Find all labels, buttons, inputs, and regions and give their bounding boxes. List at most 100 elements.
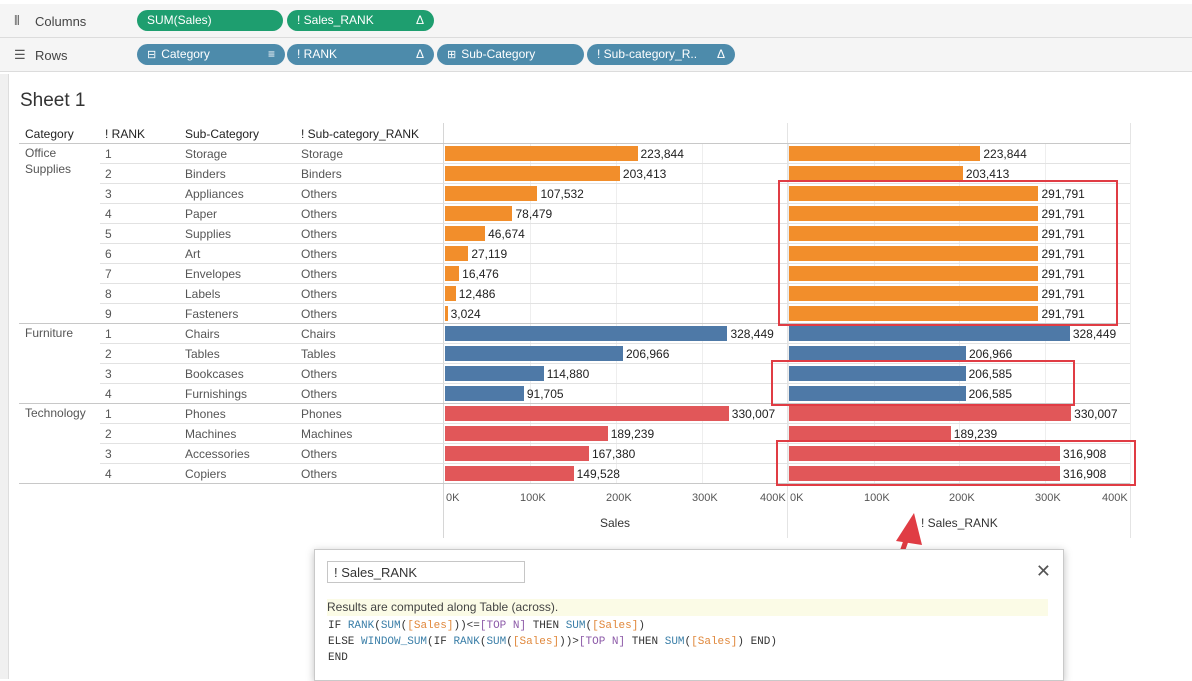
rank-cell[interactable]: 2 bbox=[105, 347, 112, 361]
subcategory-rank-cell[interactable]: Tables bbox=[301, 347, 336, 361]
sales-rank-bar[interactable] bbox=[789, 326, 1070, 341]
subcategory-rank-cell[interactable]: Others bbox=[301, 387, 338, 401]
subcategory-cell[interactable]: Envelopes bbox=[185, 267, 242, 281]
subcategory-cell[interactable]: Machines bbox=[185, 427, 237, 441]
subcategory-rank-cell[interactable]: Others bbox=[301, 447, 338, 461]
category-label[interactable]: Technology bbox=[25, 406, 86, 420]
sales-rank-bar[interactable] bbox=[789, 206, 1039, 221]
sales-bar[interactable] bbox=[445, 186, 538, 201]
sales-rank-bar[interactable] bbox=[789, 466, 1060, 481]
subcategory-cell[interactable]: Chairs bbox=[185, 327, 220, 341]
rank-cell[interactable]: 4 bbox=[105, 467, 112, 481]
close-icon[interactable]: ✕ bbox=[1035, 561, 1051, 581]
subcategory-rank-cell[interactable]: Binders bbox=[301, 167, 342, 181]
calculation-name-input[interactable]: ! Sales_RANK bbox=[327, 561, 525, 583]
rows-pill-rank[interactable]: ! RANK Δ bbox=[287, 44, 434, 65]
subcategory-rank-cell[interactable]: Storage bbox=[301, 147, 344, 161]
subcategory-cell[interactable]: Binders bbox=[185, 167, 226, 181]
rank-cell[interactable]: 3 bbox=[105, 187, 112, 201]
header-category[interactable]: Category bbox=[25, 127, 74, 141]
sales-rank-bar[interactable] bbox=[789, 266, 1039, 281]
rank-cell[interactable]: 2 bbox=[105, 427, 112, 441]
sales-rank-bar[interactable] bbox=[789, 446, 1060, 461]
rank-cell[interactable]: 3 bbox=[105, 447, 112, 461]
sales-rank-bar[interactable] bbox=[789, 306, 1039, 321]
rank-cell[interactable]: 2 bbox=[105, 167, 112, 181]
sales-rank-bar[interactable] bbox=[789, 386, 966, 401]
sales-rank-bar[interactable] bbox=[789, 366, 966, 381]
subcategory-cell[interactable]: Supplies bbox=[185, 227, 232, 241]
header-subcategory-rank[interactable]: ! Sub-category_RANK bbox=[301, 127, 420, 141]
header-rank[interactable]: ! RANK bbox=[105, 127, 146, 141]
subcategory-rank-cell[interactable]: Others bbox=[301, 207, 338, 221]
subcategory-cell[interactable]: Tables bbox=[185, 347, 220, 361]
sales-bar[interactable] bbox=[445, 406, 729, 421]
rank-cell[interactable]: 4 bbox=[105, 207, 112, 221]
columns-pill-sales-rank[interactable]: ! Sales_RANK Δ bbox=[287, 10, 434, 31]
subcategory-cell[interactable]: Furnishings bbox=[185, 387, 248, 401]
subcategory-rank-cell[interactable]: Others bbox=[301, 187, 338, 201]
sales-bar[interactable] bbox=[445, 326, 728, 341]
subcategory-rank-cell[interactable]: Others bbox=[301, 467, 338, 481]
subcategory-cell[interactable]: Fasteners bbox=[185, 307, 239, 321]
sales-bar[interactable] bbox=[445, 286, 456, 301]
subcategory-rank-cell[interactable]: Chairs bbox=[301, 327, 336, 341]
sales-bar[interactable] bbox=[445, 366, 544, 381]
rows-pill-sub-category-r[interactable]: ! Sub-category_R.. Δ bbox=[587, 44, 735, 65]
subcategory-cell[interactable]: Accessories bbox=[185, 447, 250, 461]
category-label[interactable]: Furniture bbox=[25, 326, 74, 340]
subcategory-rank-cell[interactable]: Phones bbox=[301, 407, 342, 421]
rows-pill-category[interactable]: ⊟ Category ≡ bbox=[137, 44, 285, 65]
sales-bar[interactable] bbox=[445, 206, 513, 221]
subcategory-rank-cell[interactable]: Others bbox=[301, 367, 338, 381]
subcategory-rank-cell[interactable]: Others bbox=[301, 267, 338, 281]
rank-cell[interactable]: 1 bbox=[105, 407, 112, 421]
rows-pill-sub-category[interactable]: ⊞ Sub-Category bbox=[437, 44, 584, 65]
sales-bar[interactable] bbox=[445, 266, 460, 281]
rank-cell[interactable]: 7 bbox=[105, 267, 112, 281]
sales-rank-bar[interactable] bbox=[789, 246, 1039, 261]
subcategory-rank-cell[interactable]: Others bbox=[301, 287, 338, 301]
sales-rank-bar[interactable] bbox=[789, 186, 1039, 201]
subcategory-cell[interactable]: Storage bbox=[185, 147, 228, 161]
sales-rank-bar[interactable] bbox=[789, 406, 1072, 421]
sales-rank-bar[interactable] bbox=[789, 146, 981, 161]
sales-bar[interactable] bbox=[445, 446, 589, 461]
sales-bar[interactable] bbox=[445, 146, 638, 161]
rank-cell[interactable]: 1 bbox=[105, 147, 112, 161]
subcategory-cell[interactable]: Paper bbox=[185, 207, 218, 221]
rank-cell[interactable]: 4 bbox=[105, 387, 112, 401]
subcategory-cell[interactable]: Art bbox=[185, 247, 201, 261]
sales-rank-bar[interactable] bbox=[789, 166, 963, 181]
sales-rank-bar[interactable] bbox=[789, 346, 966, 361]
rank-cell[interactable]: 1 bbox=[105, 327, 112, 341]
rank-cell[interactable]: 8 bbox=[105, 287, 112, 301]
sales-bar[interactable] bbox=[445, 166, 620, 181]
subcategory-rank-cell[interactable]: Machines bbox=[301, 427, 353, 441]
rank-cell[interactable]: 9 bbox=[105, 307, 112, 321]
category-label[interactable]: Office Supplies bbox=[25, 146, 72, 176]
sales-rank-bar[interactable] bbox=[789, 226, 1039, 241]
sales-rank-bar[interactable] bbox=[789, 426, 951, 441]
sales-bar[interactable] bbox=[445, 306, 448, 321]
sales-axis-title[interactable]: Sales bbox=[600, 516, 631, 530]
header-subcategory[interactable]: Sub-Category bbox=[185, 127, 260, 141]
subcategory-cell[interactable]: Appliances bbox=[185, 187, 244, 201]
subcategory-rank-cell[interactable]: Others bbox=[301, 307, 338, 321]
sales-bar[interactable] bbox=[445, 466, 574, 481]
columns-pill-sum-sales[interactable]: SUM(Sales) bbox=[137, 10, 283, 31]
sales-rank-axis-title[interactable]: ! Sales_RANK bbox=[921, 516, 998, 530]
rank-cell[interactable]: 6 bbox=[105, 247, 112, 261]
subcategory-cell[interactable]: Labels bbox=[185, 287, 221, 301]
subcategory-cell[interactable]: Bookcases bbox=[185, 367, 244, 381]
sales-bar[interactable] bbox=[445, 426, 608, 441]
subcategory-rank-cell[interactable]: Others bbox=[301, 247, 338, 261]
subcategory-cell[interactable]: Copiers bbox=[185, 467, 227, 481]
sales-bar[interactable] bbox=[445, 346, 623, 361]
rank-cell[interactable]: 5 bbox=[105, 227, 112, 241]
sales-bar[interactable] bbox=[445, 246, 469, 261]
subcategory-cell[interactable]: Phones bbox=[185, 407, 226, 421]
sales-bar[interactable] bbox=[445, 226, 486, 241]
sales-rank-bar[interactable] bbox=[789, 286, 1039, 301]
sales-bar[interactable] bbox=[445, 386, 524, 401]
